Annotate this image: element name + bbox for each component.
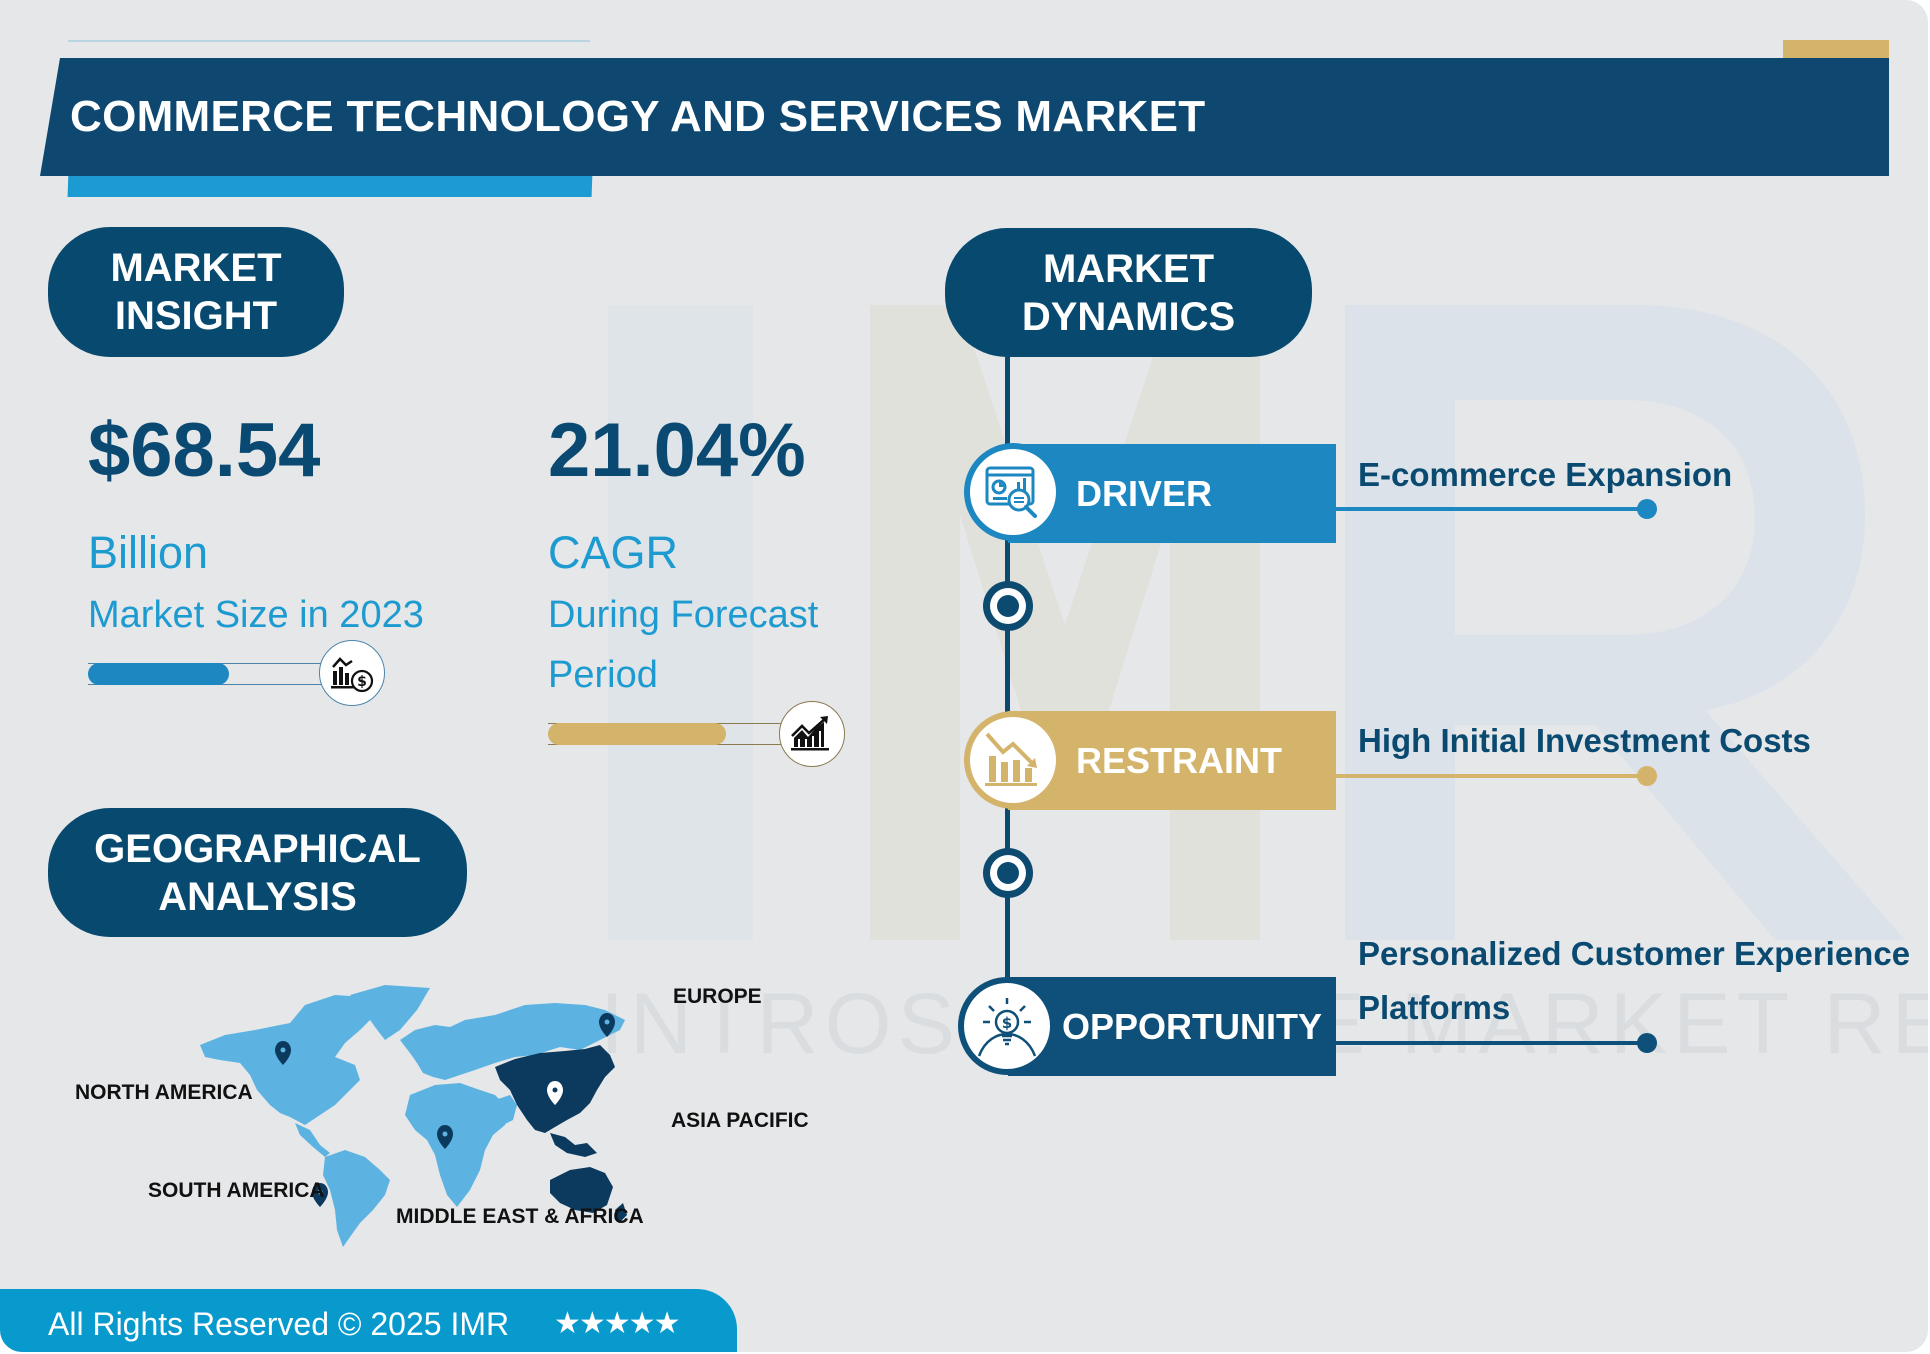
geographical-analysis-heading: GEOGRAPHICAL ANALYSIS — [48, 808, 467, 937]
opportunity-text-line2: Platforms — [1358, 989, 1511, 1026]
map-middle-east-africa — [405, 1083, 510, 1207]
market-dynamics-heading-line2: DYNAMICS — [1021, 294, 1236, 339]
copyright-text: All Rights Reserved © 2025 IMR — [48, 1306, 510, 1342]
pin-south-america — [312, 1183, 328, 1207]
cagr-caption-line2: Period — [548, 654, 658, 696]
market-size-caption: Market Size in 2023 — [88, 594, 424, 636]
footer-bar: All Rights Reserved © 2025 IMR ★★★★★ — [0, 1289, 737, 1352]
region-label-middle-east-africa: MIDDLE EAST & AFRICA — [396, 1205, 644, 1228]
pin-europe — [599, 1013, 615, 1037]
geo-heading-line2: ANALYSIS — [158, 874, 357, 919]
restraint-text: High Initial Investment Costs — [1358, 722, 1811, 759]
opportunity-connector-line — [1336, 1041, 1647, 1045]
market-dynamics-heading: MARKET DYNAMICS — [945, 228, 1312, 357]
cagr-caption-line1: During Forecast — [548, 594, 819, 636]
header-gold-tab — [1783, 40, 1889, 60]
market-insight-heading: MARKET INSIGHT — [48, 227, 344, 357]
svg-text:$: $ — [1002, 1014, 1012, 1032]
driver-label: DRIVER — [1076, 472, 1213, 514]
watermark-letter-m — [870, 305, 1260, 940]
region-label-asia-pacific: ASIA PACIFIC — [671, 1109, 809, 1132]
star-rating-icon: ★★★★★ — [554, 1306, 680, 1341]
map-north-america — [200, 993, 390, 1125]
declining-chart-icon — [964, 711, 1062, 809]
market-size-unit: Billion — [88, 527, 209, 578]
market-size-progress-fill — [88, 663, 229, 685]
market-size-value: $68.54 — [88, 408, 321, 493]
driver-connector-line — [1336, 507, 1647, 511]
region-label-europe: EUROPE — [673, 985, 762, 1008]
opportunity-label: OPPORTUNITY — [1062, 1005, 1323, 1047]
header-bar — [40, 58, 1889, 176]
chart-dollar-icon: $ — [319, 640, 385, 706]
pin-north-america — [275, 1041, 291, 1065]
market-insight-heading-line1: MARKET — [110, 246, 282, 290]
growth-chart-icon — [779, 701, 845, 767]
driver-text: E-commerce Expansion — [1358, 456, 1733, 493]
map-south-america — [323, 1150, 390, 1247]
lightbulb-dollar-icon: $ — [958, 977, 1056, 1075]
market-dynamics-heading-line1: MARKET — [1042, 246, 1215, 291]
page-title: COMMERCE TECHNOLOGY AND SERVICES MARKET — [70, 92, 1206, 141]
watermark-letter-r — [1345, 305, 1905, 940]
region-label-north-america: NORTH AMERICA — [75, 1081, 253, 1104]
restraint-box: RESTRAINT — [1008, 711, 1336, 810]
timeline-node — [983, 848, 1033, 898]
header-accent-line — [68, 40, 590, 42]
cagr-progress-fill — [548, 723, 726, 745]
dynamics-timeline — [1005, 357, 1010, 1037]
watermark-letter-i — [608, 305, 753, 940]
svg-text:$: $ — [357, 674, 367, 690]
pin-middle-east-africa — [437, 1125, 453, 1149]
opportunity-connector-dot — [1637, 1033, 1657, 1053]
restraint-connector-dot — [1637, 766, 1657, 786]
map-australia — [550, 1167, 613, 1213]
geo-heading-line1: GEOGRAPHICAL — [94, 826, 421, 871]
driver-connector-dot — [1637, 499, 1657, 519]
restraint-label: RESTRAINT — [1076, 739, 1282, 781]
region-label-south-america: SOUTH AMERICA — [148, 1179, 325, 1202]
timeline-node — [983, 581, 1033, 631]
cagr-unit: CAGR — [548, 527, 679, 578]
analytics-magnifier-icon — [964, 443, 1062, 541]
market-insight-heading-line2: INSIGHT — [114, 294, 278, 338]
restraint-connector-line — [1336, 774, 1647, 778]
map-europe — [400, 1003, 625, 1080]
pin-asia-pacific — [547, 1081, 563, 1105]
world-map — [200, 985, 627, 1247]
map-greenland — [350, 985, 430, 1040]
opportunity-text-line1: Personalized Customer Experience — [1358, 935, 1911, 972]
driver-box: DRIVER — [1008, 444, 1336, 543]
opportunity-box: OPPORTUNITY — [1008, 977, 1336, 1076]
cagr-value: 21.04% — [548, 408, 806, 493]
